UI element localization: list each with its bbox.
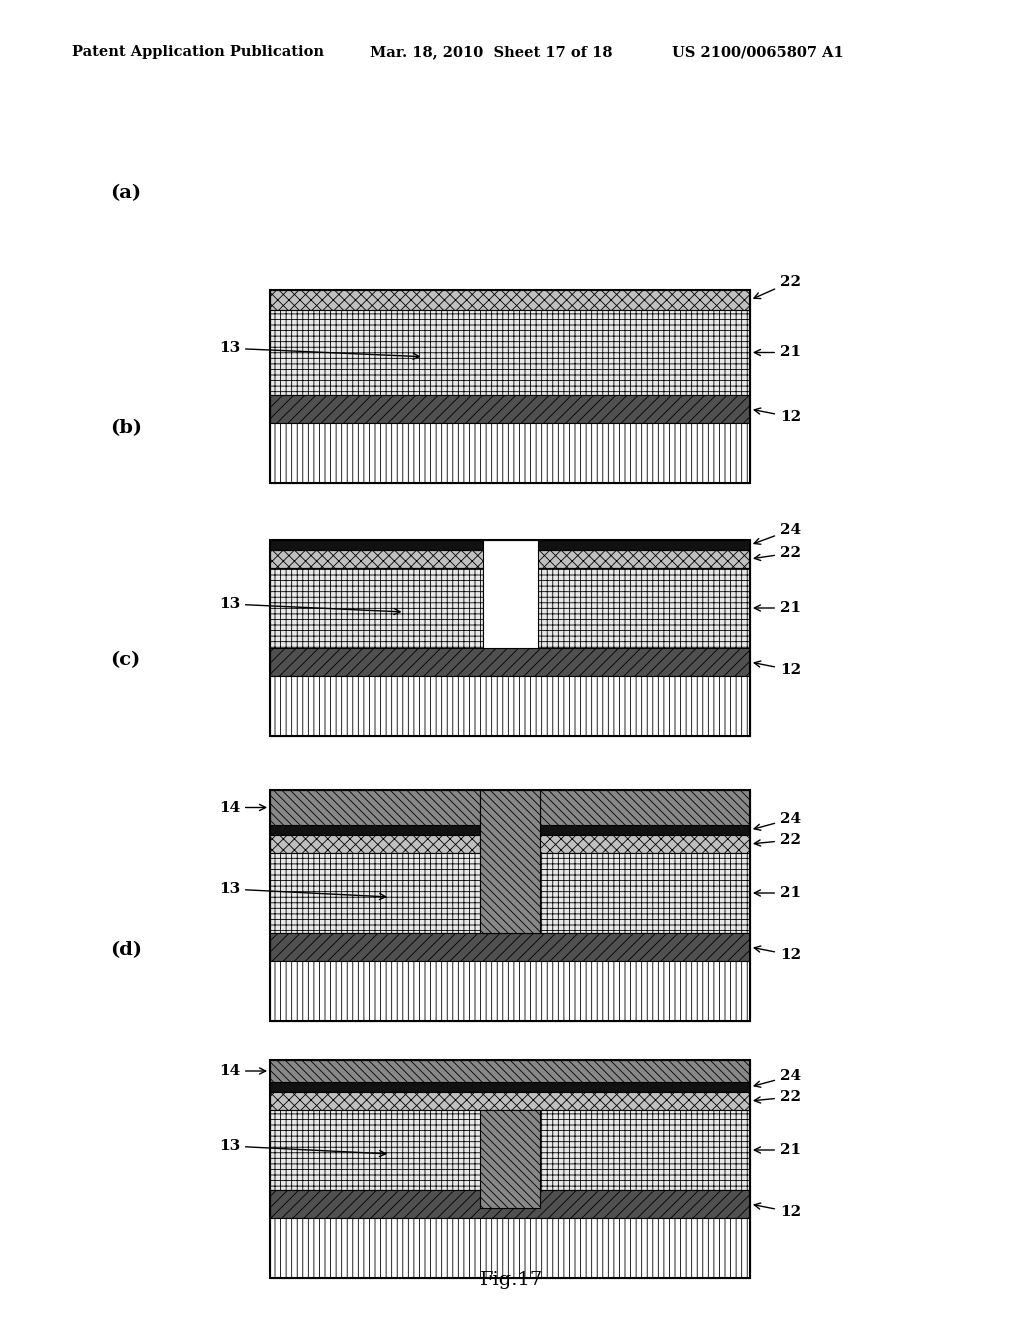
Text: 21: 21 [755,601,801,615]
Text: 21: 21 [755,886,801,900]
Text: 22: 22 [755,1090,801,1104]
Text: 14: 14 [219,1064,265,1078]
Bar [270,540,750,550]
Text: (a): (a) [110,183,141,202]
Bar [270,1110,750,1191]
Bar [270,648,750,676]
Bar [538,568,750,648]
Text: Fig.17: Fig.17 [480,1271,544,1290]
Bar [270,1060,750,1278]
Bar [270,422,750,483]
Bar [270,853,480,933]
Text: 24: 24 [755,812,801,830]
Text: 22: 22 [754,275,801,298]
Bar [270,825,480,836]
Text: 24: 24 [754,523,801,544]
Text: 12: 12 [755,1203,801,1218]
Bar [270,789,750,1020]
Bar [540,836,750,853]
Text: 21: 21 [755,1143,801,1158]
Bar [270,961,750,1020]
Bar [270,1082,750,1092]
Text: 13: 13 [219,342,419,359]
Bar [270,568,482,648]
Text: 24: 24 [755,1069,801,1088]
Bar [270,540,750,737]
Text: (d): (d) [110,941,142,960]
Text: 22: 22 [755,546,801,561]
Bar [270,310,750,395]
Bar [270,290,750,310]
Bar [270,1218,750,1278]
Text: 21: 21 [755,346,801,359]
Text: Patent Application Publication: Patent Application Publication [72,45,324,59]
Text: 14: 14 [219,800,265,814]
Text: (b): (b) [110,418,142,437]
Text: 13: 13 [219,597,400,615]
Text: Mar. 18, 2010  Sheet 17 of 18: Mar. 18, 2010 Sheet 17 of 18 [370,45,612,59]
Bar [480,1110,540,1208]
Text: 12: 12 [755,661,801,677]
Bar [482,540,538,648]
Bar [270,395,750,422]
Bar [270,933,750,961]
Text: 22: 22 [755,833,801,847]
Text: 12: 12 [755,946,801,962]
Bar [270,290,750,483]
Bar [270,789,480,825]
Text: 12: 12 [755,408,801,424]
Bar [270,1060,750,1082]
Bar [540,789,750,825]
Text: 13: 13 [219,882,386,899]
Bar [480,789,540,933]
Bar [540,825,750,836]
Bar [270,1092,750,1110]
Bar [270,550,750,568]
Text: 13: 13 [219,1139,386,1156]
Text: (c): (c) [110,651,140,669]
Bar [270,1191,750,1218]
Bar [540,853,750,933]
Bar [270,676,750,737]
Bar [270,836,480,853]
Text: US 2100/0065807 A1: US 2100/0065807 A1 [672,45,844,59]
